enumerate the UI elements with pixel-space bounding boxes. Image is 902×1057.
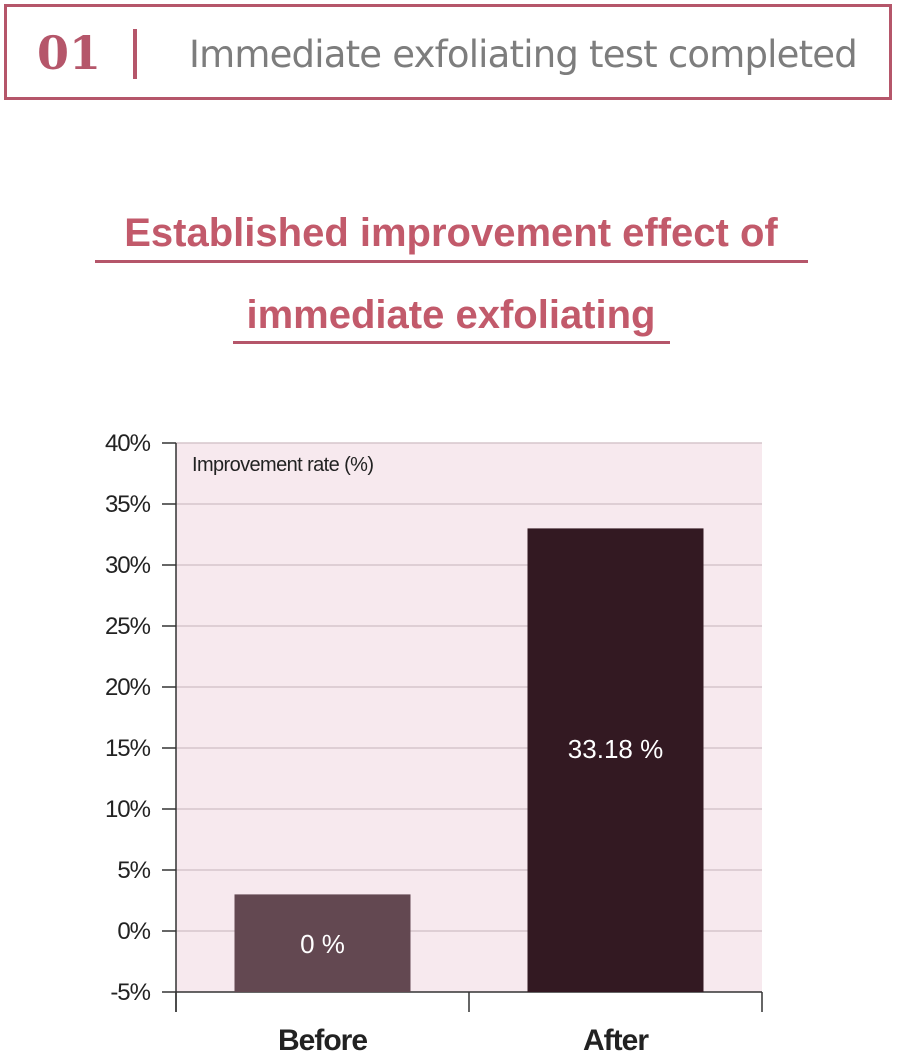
category-label-before: Before bbox=[278, 1024, 367, 1057]
header-box: 01 Immediate exfoliating test completed bbox=[4, 4, 892, 100]
labels: 0 % Before 33.18 % After bbox=[278, 734, 663, 1057]
y-axis-label: Improvement rate (%) bbox=[192, 454, 373, 476]
title-underline-1 bbox=[95, 260, 808, 263]
section-heading: Immediate exfoliating test completed bbox=[189, 33, 858, 76]
y-tick-label: 0% bbox=[117, 918, 150, 945]
data-label-before: 0 % bbox=[300, 929, 345, 959]
bar-chart: -5% 0% 5% 10% 15% 20% 25% 30% 35% 40% 0 % Before 33… bbox=[105, 430, 763, 1057]
y-tick-label: 10% bbox=[105, 796, 151, 823]
y-tick-label: 30% bbox=[105, 552, 151, 579]
title-underline-2 bbox=[233, 341, 670, 344]
y-tick-label: 35% bbox=[105, 491, 151, 518]
chart-title-line-1: Established improvement effect of bbox=[0, 208, 902, 258]
section-number: 01 bbox=[37, 26, 102, 80]
y-tick-label: 40% bbox=[105, 430, 151, 457]
bar-before bbox=[234, 894, 411, 992]
y-tick-label: 15% bbox=[105, 735, 151, 762]
header-divider bbox=[133, 29, 137, 79]
y-tick-label: 20% bbox=[105, 674, 151, 701]
chart-title-text-1: Established improvement effect of bbox=[124, 211, 778, 255]
chart-title-line-2: immediate exfoliating bbox=[0, 290, 902, 340]
y-tick-label: 5% bbox=[117, 857, 150, 884]
bars bbox=[234, 528, 704, 992]
data-label-after: 33.18 % bbox=[568, 734, 663, 764]
bar-after bbox=[527, 528, 704, 992]
y-tick-label: 25% bbox=[105, 613, 151, 640]
chart-title-text-2: immediate exfoliating bbox=[246, 293, 656, 337]
category-label-after: After bbox=[583, 1024, 649, 1057]
y-tick-labels: -5% 0% 5% 10% 15% 20% 25% 30% 35% 40% bbox=[105, 430, 152, 1006]
y-tick-label: -5% bbox=[110, 979, 150, 1006]
